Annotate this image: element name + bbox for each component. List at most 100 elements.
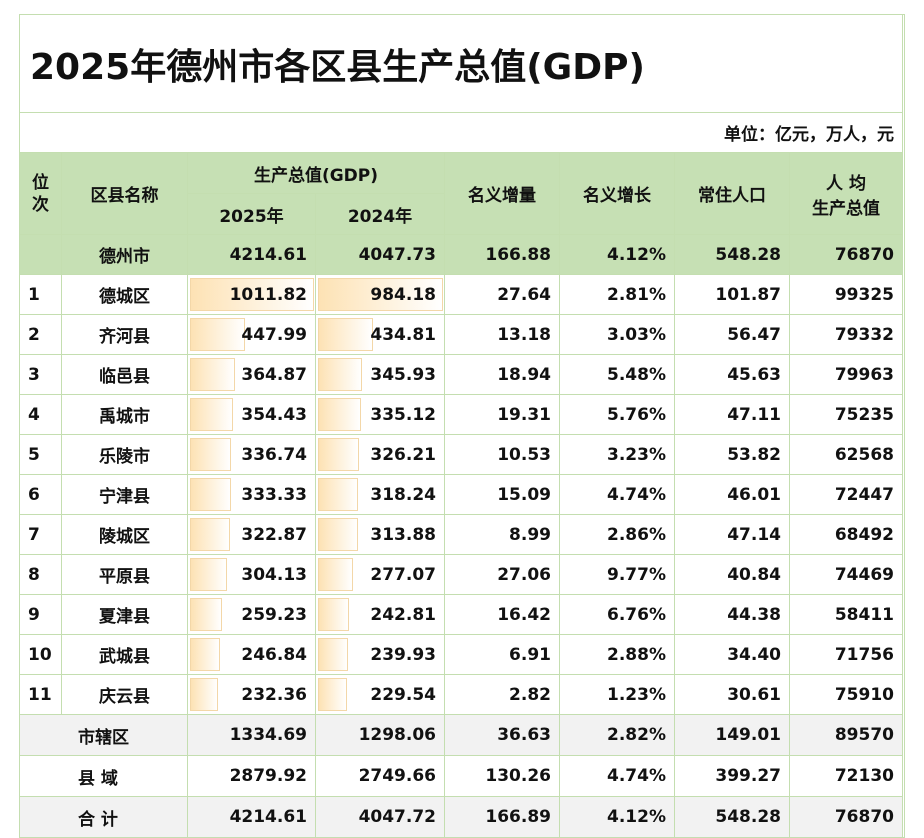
- cell-text: 5.48%: [607, 364, 666, 385]
- row-cell: 58411: [790, 595, 903, 635]
- cell-text: 1.23%: [607, 684, 666, 705]
- row-cell: 陵城区: [62, 515, 188, 555]
- header-per-capita: 人 均: [826, 173, 866, 194]
- total-text: 4214.61: [229, 807, 307, 827]
- cell-text: 3.03%: [607, 324, 666, 345]
- data-bar: [318, 398, 361, 431]
- row-cell: 40.84: [675, 555, 790, 595]
- summary-cell: 76870: [790, 235, 903, 275]
- row-cell: 27.06: [445, 555, 560, 595]
- total-cell: 2879.92: [188, 756, 316, 797]
- summary-value: 166.88: [485, 244, 551, 265]
- row-cell: 1.23%: [560, 675, 675, 715]
- data-bar: [190, 638, 221, 671]
- summary-value: 548.28: [715, 244, 781, 265]
- cell-text: 336.74: [241, 444, 307, 465]
- unit-cell: 单位：亿元，万人，元: [20, 113, 903, 153]
- row-cell: 333.33: [188, 475, 316, 515]
- total-text: 130.26: [485, 766, 551, 786]
- row-cell: 74469: [790, 555, 903, 595]
- cell-text: 259.23: [241, 604, 307, 625]
- row-cell: 239.93: [316, 635, 445, 675]
- row-cell: 68492: [790, 515, 903, 555]
- cell-text: 364.87: [241, 364, 307, 385]
- cell-text: 2.82: [509, 684, 551, 705]
- cell-text: 99325: [834, 284, 894, 305]
- summary-value: 4.12%: [607, 244, 666, 265]
- data-bar: [318, 638, 349, 671]
- total-text: 县 域: [78, 768, 118, 789]
- total-cell: 4.12%: [560, 797, 675, 838]
- row-cell: 16.42: [445, 595, 560, 635]
- row-cell: 47.14: [675, 515, 790, 555]
- summary-cell: [20, 235, 62, 275]
- row-cell: 9.77%: [560, 555, 675, 595]
- row-cell: 30.61: [675, 675, 790, 715]
- cell-text: 984.18: [370, 284, 436, 305]
- summary-cell: 德州市: [62, 235, 188, 275]
- data-bar: [190, 438, 232, 471]
- cell-text: 5: [28, 444, 40, 465]
- row-cell: 354.43: [188, 395, 316, 435]
- row-cell: 2.82: [445, 675, 560, 715]
- cell-text: 6: [28, 484, 40, 505]
- row-cell: 临邑县: [62, 355, 188, 395]
- row-cell: 19.31: [445, 395, 560, 435]
- cell-text: 242.81: [370, 604, 436, 625]
- row-cell: 62568: [790, 435, 903, 475]
- row-cell: 34.40: [675, 635, 790, 675]
- cell-text: 326.21: [370, 444, 436, 465]
- data-bar: [318, 278, 443, 311]
- header-2025: 2025年: [219, 206, 284, 227]
- data-bar: [190, 318, 245, 351]
- cell-text: 陵城区: [99, 527, 150, 547]
- cell-text: 79963: [834, 364, 894, 385]
- cell-text: 447.99: [241, 324, 307, 345]
- row-cell: 229.54: [316, 675, 445, 715]
- row-cell: 1011.82: [188, 275, 316, 315]
- cell-text: 9: [28, 604, 40, 625]
- cell-text: 5.76%: [607, 404, 666, 425]
- cell-text: 34.40: [727, 644, 781, 665]
- row-cell: 71756: [790, 635, 903, 675]
- total-cell: 149.01: [675, 715, 790, 756]
- cell-text: 平原县: [99, 567, 150, 587]
- total-cell: 2749.66: [316, 756, 445, 797]
- cell-text: 10: [28, 644, 52, 665]
- total-cell: 89570: [790, 715, 903, 756]
- header-population: 常住人口: [698, 186, 766, 206]
- cell-text: 2.86%: [607, 524, 666, 545]
- row-cell: 46.01: [675, 475, 790, 515]
- cell-text: 16.42: [497, 604, 551, 625]
- cell-text: 75910: [834, 684, 894, 705]
- row-cell: 47.11: [675, 395, 790, 435]
- row-cell: 8: [20, 555, 62, 595]
- cell-text: 3: [28, 364, 40, 385]
- cell-text: 齐河县: [99, 327, 150, 347]
- row-cell: 45.63: [675, 355, 790, 395]
- row-cell: 齐河县: [62, 315, 188, 355]
- header-cell: 2024年: [316, 194, 445, 235]
- cell-text: 1011.82: [229, 284, 307, 305]
- data-bar: [318, 558, 354, 591]
- row-cell: 259.23: [188, 595, 316, 635]
- total-text: 1298.06: [358, 725, 436, 745]
- cell-text: 4: [28, 404, 40, 425]
- row-cell: 335.12: [316, 395, 445, 435]
- data-bar: [318, 518, 358, 551]
- header-cell: 名义增长: [560, 153, 675, 235]
- total-text: 72130: [834, 766, 894, 786]
- cell-text: 2.81%: [607, 284, 666, 305]
- data-bar: [318, 598, 349, 631]
- cell-text: 夏津县: [99, 607, 150, 627]
- row-cell: 2: [20, 315, 62, 355]
- row-cell: 313.88: [316, 515, 445, 555]
- data-bar: [190, 678, 219, 711]
- row-cell: 242.81: [316, 595, 445, 635]
- total-text: 399.27: [715, 766, 781, 786]
- data-bar: [318, 358, 362, 391]
- row-cell: 304.13: [188, 555, 316, 595]
- header-cell: 名义增量: [445, 153, 560, 235]
- summary-cell: 4047.73: [316, 235, 445, 275]
- total-text: 4.74%: [607, 766, 666, 786]
